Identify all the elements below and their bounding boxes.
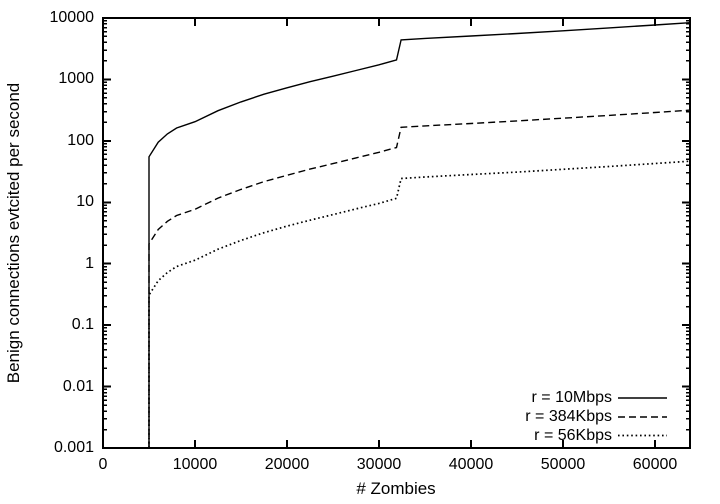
legend-entry-label: r = 384Kbps [525, 408, 612, 425]
legend-entry-label: r = 10Mbps [531, 389, 612, 406]
x-tick-label: 60000 [632, 456, 678, 473]
x-tick-label: 30000 [356, 456, 402, 473]
x-axis-title: # Zombies [356, 479, 436, 498]
x-tick-label: 10000 [172, 456, 218, 473]
y-axis-title: Benign connections evtcited per second [4, 82, 23, 384]
legend-entry-label: r = 56Kbps [534, 426, 612, 444]
y-tick-label: 1 [85, 254, 94, 272]
x-tick-label: 0 [98, 456, 108, 473]
y-tick-label: 0.1 [71, 316, 94, 334]
series-line-dashed [148, 109, 691, 448]
series-line-dotted [148, 160, 691, 448]
series-line-solid [148, 22, 691, 448]
x-tick-label: 40000 [448, 456, 494, 473]
y-tick-label: 100 [67, 131, 94, 149]
y-tick-label: 0.01 [62, 377, 94, 395]
x-tick-label: 50000 [540, 456, 586, 473]
y-tick-label: 10000 [49, 9, 95, 26]
x-tick-label: 20000 [264, 456, 310, 473]
plot-border [102, 17, 691, 449]
y-tick-label: 1000 [58, 70, 94, 88]
y-tick-label: 0.001 [53, 439, 94, 456]
y-tick-label: 10 [76, 193, 94, 211]
